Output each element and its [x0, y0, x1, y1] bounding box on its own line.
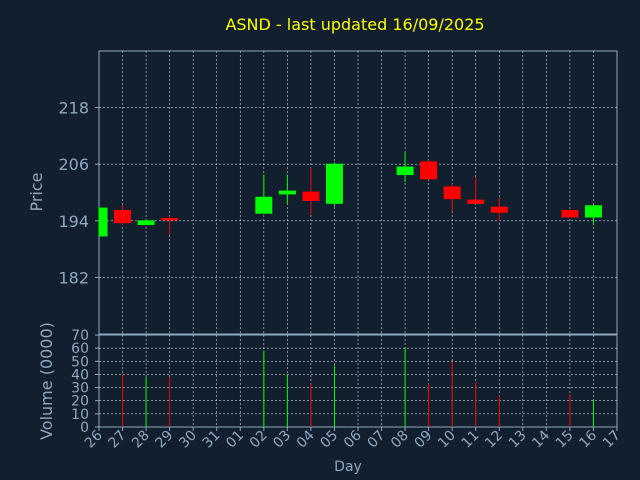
x-tick-label: 13 [506, 428, 530, 452]
volume-y-tick-label: 40 [71, 367, 89, 383]
chart-title: ASND - last updated 16/09/2025 [225, 15, 484, 34]
candle-body [584, 205, 602, 218]
candle-05 [325, 162, 343, 207]
x-tick-label: 06 [341, 427, 365, 451]
x-tick-label: 10 [435, 428, 459, 452]
candle-body [114, 209, 132, 224]
candle-body [302, 191, 320, 201]
candle-03 [278, 174, 296, 204]
x-tick-label: 02 [247, 428, 271, 452]
candle-27 [114, 205, 132, 226]
candle-body [420, 161, 438, 180]
volume-y-tick-label: 50 [71, 354, 89, 370]
candle-body [161, 217, 179, 221]
candle-body [278, 190, 296, 195]
x-tick-label: 30 [176, 428, 200, 452]
x-tick-label: 16 [576, 427, 600, 451]
volume-y-tick-label: 20 [71, 394, 89, 410]
candle-28 [137, 219, 155, 226]
price-y-axis: 182 194 206 218 [58, 99, 99, 287]
candle-body [396, 166, 414, 176]
price-panel: 182 194 206 218 [58, 50, 618, 335]
price-y-tick-label: 182 [58, 268, 89, 287]
x-tick-label: 11 [459, 428, 483, 452]
candle-body [255, 196, 273, 214]
candle-body [325, 163, 343, 204]
volume-y-tick-label: 60 [71, 341, 89, 357]
price-axis-label: Price [27, 172, 46, 211]
candle-11 [467, 177, 485, 204]
x-tick-label: 04 [294, 427, 318, 451]
x-tick-label: 14 [529, 427, 553, 451]
x-axis: 26 27 28 29 30 31 01 02 03 04 05 06 07 08 09 10 11 12 13 14… [82, 427, 624, 451]
x-tick-label: 12 [482, 428, 506, 452]
candle-body [443, 186, 461, 200]
candles [98, 151, 602, 237]
price-y-tick-label: 194 [58, 212, 89, 231]
volume-y-tick-label: 70 [71, 328, 89, 344]
candle-12 [490, 197, 508, 222]
x-tick-label: 09 [412, 428, 436, 452]
x-tick-label: 05 [317, 428, 341, 452]
price-y-tick-label: 206 [58, 155, 89, 174]
price-y-tick-label: 218 [58, 99, 89, 118]
candle-02 [255, 174, 273, 214]
candle-body [99, 207, 108, 237]
candle-15 [561, 209, 579, 218]
price-grid [99, 51, 617, 334]
x-tick-label: 31 [200, 428, 224, 452]
x-tick-label: 28 [129, 428, 153, 452]
x-tick-label: 29 [153, 428, 177, 452]
volume-y-tick-label: 30 [71, 381, 89, 397]
candle-04 [302, 167, 320, 215]
volume-y-tick-label: 10 [71, 407, 89, 423]
volume-y-tick-label: 0 [80, 420, 89, 436]
candle-10 [443, 184, 461, 212]
x-tick-label: 01 [223, 428, 247, 452]
candle-29 [161, 216, 179, 235]
volume-bars [122, 348, 594, 427]
volume-grid [99, 335, 617, 427]
candle-body [561, 209, 579, 218]
x-tick-label: 15 [553, 428, 577, 452]
candle-body [137, 220, 155, 226]
x-tick-label: 08 [388, 428, 412, 452]
volume-axis-label: Volume (0000) [37, 322, 56, 440]
candle-26 [98, 206, 108, 237]
candle-09 [420, 159, 438, 180]
x-tick-label: 03 [270, 428, 294, 452]
x-tick-label: 27 [105, 428, 129, 452]
candle-body [467, 199, 485, 204]
x-tick-label: 17 [600, 428, 624, 452]
candle-16 [584, 205, 602, 226]
candle-08 [396, 151, 414, 183]
x-tick-label: 07 [364, 428, 388, 452]
candle-body [490, 206, 508, 213]
x-axis-label: Day [334, 459, 362, 475]
